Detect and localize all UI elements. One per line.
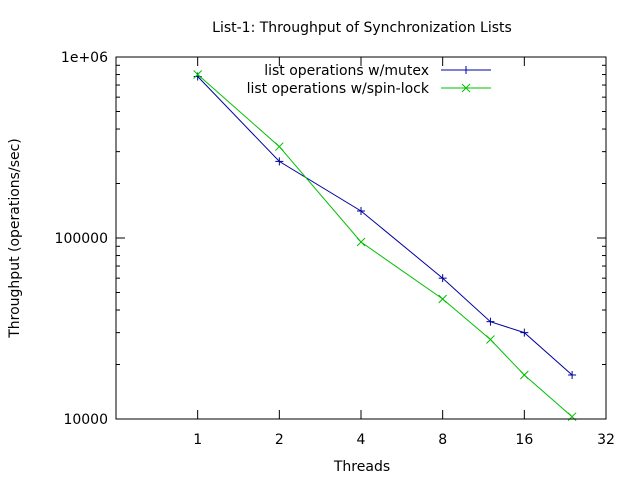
legend-entry: list operations w/spin-lock bbox=[247, 81, 491, 97]
data-point bbox=[438, 274, 447, 283]
data-point bbox=[519, 370, 529, 380]
legend-label: list operations w/spin-lock bbox=[247, 81, 430, 97]
series-line bbox=[197, 74, 573, 418]
data-point bbox=[275, 157, 284, 166]
x-tick-label: 8 bbox=[438, 432, 447, 448]
legend-marker bbox=[462, 66, 470, 74]
series-line bbox=[197, 76, 573, 376]
x-tick-label: 32 bbox=[597, 432, 615, 448]
data-point bbox=[438, 294, 448, 304]
legend-entry: list operations w/mutex bbox=[264, 63, 491, 79]
legend-marker bbox=[461, 83, 471, 93]
series-1 bbox=[193, 70, 577, 422]
x-tick-label: 4 bbox=[357, 432, 366, 448]
data-point bbox=[274, 142, 284, 151]
y-tick-label: 10000 bbox=[63, 412, 108, 428]
legend-label: list operations w/mutex bbox=[264, 63, 429, 79]
data-point bbox=[520, 328, 529, 337]
y-tick-label: 1e+06 bbox=[61, 50, 108, 66]
x-axis-label: Threads bbox=[333, 459, 390, 475]
data-point bbox=[486, 335, 495, 344]
axis-ticks: 1 2 4 8 16 32 10000 100000 1e+06 bbox=[55, 50, 615, 448]
legend: list operations w/mutex list operations w… bbox=[247, 63, 491, 97]
data-point bbox=[486, 317, 495, 326]
x-tick-label: 16 bbox=[515, 432, 533, 448]
x-tick-label: 2 bbox=[275, 432, 284, 448]
plot-frame bbox=[115, 56, 607, 420]
y-tick-label: 100000 bbox=[55, 231, 108, 247]
data-point bbox=[356, 237, 366, 247]
data-point bbox=[357, 206, 365, 215]
data-point bbox=[568, 371, 577, 380]
chart-title: List-1: Throughput of Synchronization Li… bbox=[212, 20, 512, 36]
plot-area bbox=[193, 70, 577, 422]
x-tick-label: 1 bbox=[193, 432, 202, 448]
y-axis-label: Throughput (operations/sec) bbox=[7, 138, 23, 339]
series-0 bbox=[193, 72, 577, 380]
data-point bbox=[193, 70, 203, 79]
